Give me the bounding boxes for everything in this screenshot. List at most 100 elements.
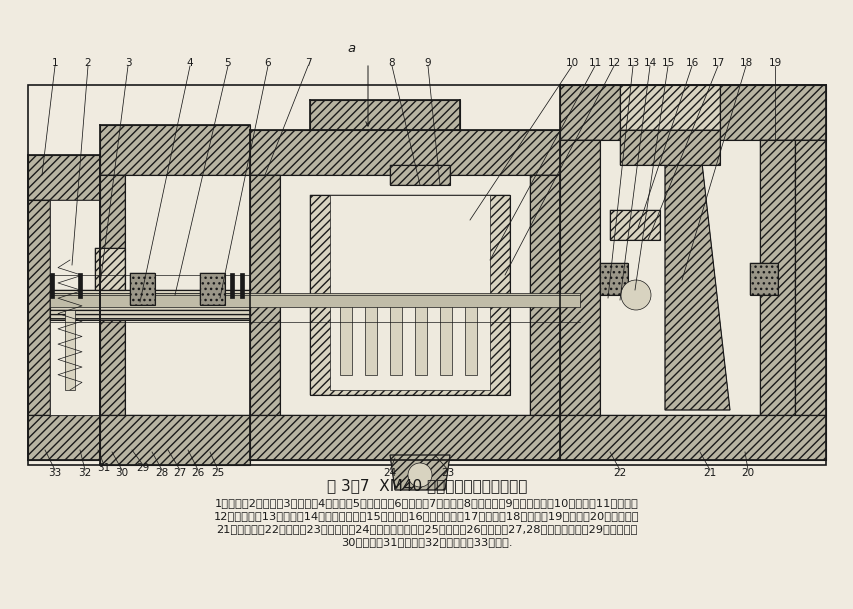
Polygon shape (619, 85, 719, 130)
Circle shape (408, 463, 432, 487)
Text: 21－密封圈；22－卡环；23－泄油塞；24－配流盘定位销；25－挡圈；26－卡环；27,28－内、外隔圈；29－密封圈；: 21－密封圈；22－卡环；23－泄油塞；24－配流盘定位销；25－挡圈；26－卡… (216, 524, 637, 534)
Text: 24: 24 (383, 468, 396, 478)
Text: 10: 10 (565, 58, 577, 68)
Bar (50, 275, 250, 305)
Polygon shape (28, 415, 100, 460)
Polygon shape (530, 175, 560, 415)
Text: 11: 11 (588, 58, 601, 68)
Text: 16: 16 (685, 58, 698, 68)
Bar (78, 273, 82, 298)
Text: 2: 2 (84, 58, 91, 68)
Text: 8: 8 (388, 58, 395, 68)
Text: 13: 13 (625, 58, 639, 68)
Text: 15: 15 (660, 58, 674, 68)
Bar (65, 310, 75, 390)
Text: 22: 22 (612, 468, 626, 478)
Text: 33: 33 (49, 468, 61, 478)
Bar (50, 200, 100, 415)
Text: 21: 21 (703, 468, 716, 478)
Bar (50, 290, 250, 305)
Polygon shape (310, 100, 460, 130)
Bar (95, 248, 125, 290)
Text: 1－螺钉；2－弹簧；3－轴套；4－轴承；5－传动轴；6－轴承；7－壳体；8－配流盘；9－柱塞缸体；10－柱塞；11－弹簧；: 1－螺钉；2－弹簧；3－轴套；4－轴承；5－传动轴；6－轴承；7－壳体；8－配流… (215, 498, 638, 508)
Text: 7: 7 (305, 58, 311, 68)
Bar (464, 295, 477, 375)
Polygon shape (759, 140, 794, 415)
Bar (130, 273, 154, 305)
Text: 27: 27 (173, 468, 187, 478)
Text: 12: 12 (606, 58, 620, 68)
Text: 25: 25 (212, 468, 224, 478)
Bar (229, 273, 234, 298)
Text: 28: 28 (155, 468, 168, 478)
Bar (200, 273, 224, 305)
Bar (390, 295, 402, 375)
Bar (125, 175, 250, 415)
Text: a: a (347, 42, 356, 55)
Polygon shape (664, 145, 729, 410)
Polygon shape (560, 85, 825, 140)
Bar (50, 305, 250, 320)
Text: 32: 32 (78, 468, 91, 478)
Bar (600, 263, 627, 295)
Polygon shape (794, 140, 825, 415)
Bar (95, 248, 125, 290)
Text: 9: 9 (424, 58, 431, 68)
Text: 17: 17 (711, 58, 724, 68)
Polygon shape (390, 455, 450, 490)
Bar (329, 195, 490, 390)
Text: 30: 30 (115, 468, 129, 478)
Polygon shape (28, 200, 50, 415)
Bar (50, 290, 250, 305)
Text: 图 3－7  XM40 系列液压马达的装配结构: 图 3－7 XM40 系列液压马达的装配结构 (327, 479, 526, 493)
Bar (200, 273, 224, 305)
Bar (749, 263, 777, 295)
Text: 26: 26 (191, 468, 205, 478)
Polygon shape (560, 140, 600, 415)
Bar (749, 263, 777, 295)
Text: 18: 18 (739, 58, 751, 68)
Polygon shape (250, 175, 280, 415)
Polygon shape (100, 125, 250, 175)
Bar (280, 175, 530, 415)
Bar (28, 85, 825, 465)
Polygon shape (100, 415, 250, 465)
Bar (390, 370, 450, 390)
Bar (364, 295, 376, 375)
Bar (130, 273, 154, 305)
Polygon shape (609, 210, 659, 240)
Text: 19: 19 (768, 58, 780, 68)
Bar (390, 370, 450, 390)
Polygon shape (310, 195, 509, 395)
Polygon shape (28, 155, 100, 200)
Text: 29: 29 (136, 463, 149, 473)
Text: 20: 20 (740, 468, 754, 478)
Polygon shape (250, 130, 560, 175)
Text: 23: 23 (441, 468, 454, 478)
Polygon shape (619, 130, 719, 165)
Bar (390, 165, 450, 185)
Bar (50, 305, 250, 320)
Bar (415, 295, 426, 375)
Bar (390, 165, 450, 185)
Bar (600, 263, 627, 295)
Bar (439, 295, 451, 375)
Text: 31: 31 (97, 463, 111, 473)
Bar (339, 295, 351, 375)
Text: 5: 5 (224, 58, 231, 68)
Polygon shape (250, 415, 560, 460)
Bar (50, 293, 579, 307)
Bar (50, 273, 54, 298)
Text: 3: 3 (125, 58, 131, 68)
Bar (600, 140, 794, 415)
Text: 1: 1 (52, 58, 58, 68)
Polygon shape (560, 415, 825, 460)
Text: 14: 14 (642, 58, 656, 68)
Bar (240, 273, 244, 298)
Text: 6: 6 (264, 58, 271, 68)
Polygon shape (100, 175, 125, 415)
Text: 12－弹簧柱；13－轴承；14－可调整垫片；15－球铰；16－回程压盘；17－滑靴；18－斜盘；19－泵盖；20－定位销；: 12－弹簧柱；13－轴承；14－可调整垫片；15－球铰；16－回程压盘；17－滑… (214, 511, 639, 521)
Text: 4: 4 (187, 58, 193, 68)
Circle shape (620, 280, 650, 310)
Text: 30－油封；31－卡环；32－油封盖；33－挡圈.: 30－油封；31－卡环；32－油封盖；33－挡圈. (341, 537, 512, 547)
